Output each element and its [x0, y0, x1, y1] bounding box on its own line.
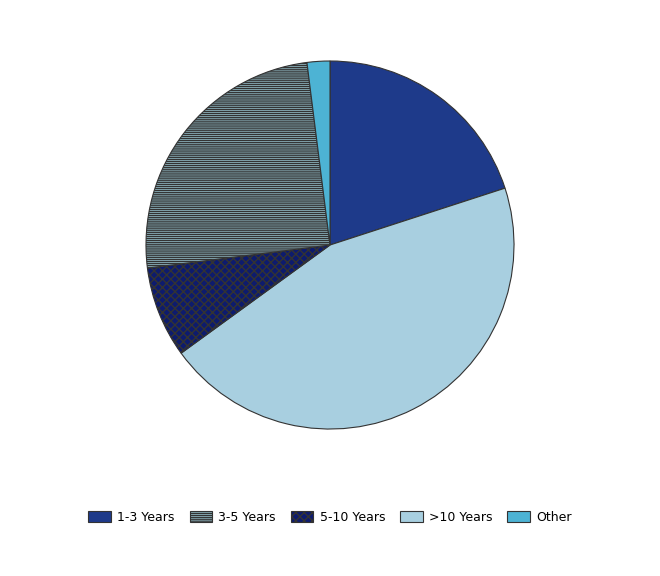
- Wedge shape: [181, 188, 514, 429]
- Wedge shape: [330, 61, 505, 245]
- Legend: 1-3 Years, 3-5 Years, 5-10 Years, >10 Years, Other: 1-3 Years, 3-5 Years, 5-10 Years, >10 Ye…: [83, 506, 577, 529]
- Wedge shape: [307, 61, 330, 245]
- Wedge shape: [147, 245, 330, 353]
- Wedge shape: [146, 62, 330, 268]
